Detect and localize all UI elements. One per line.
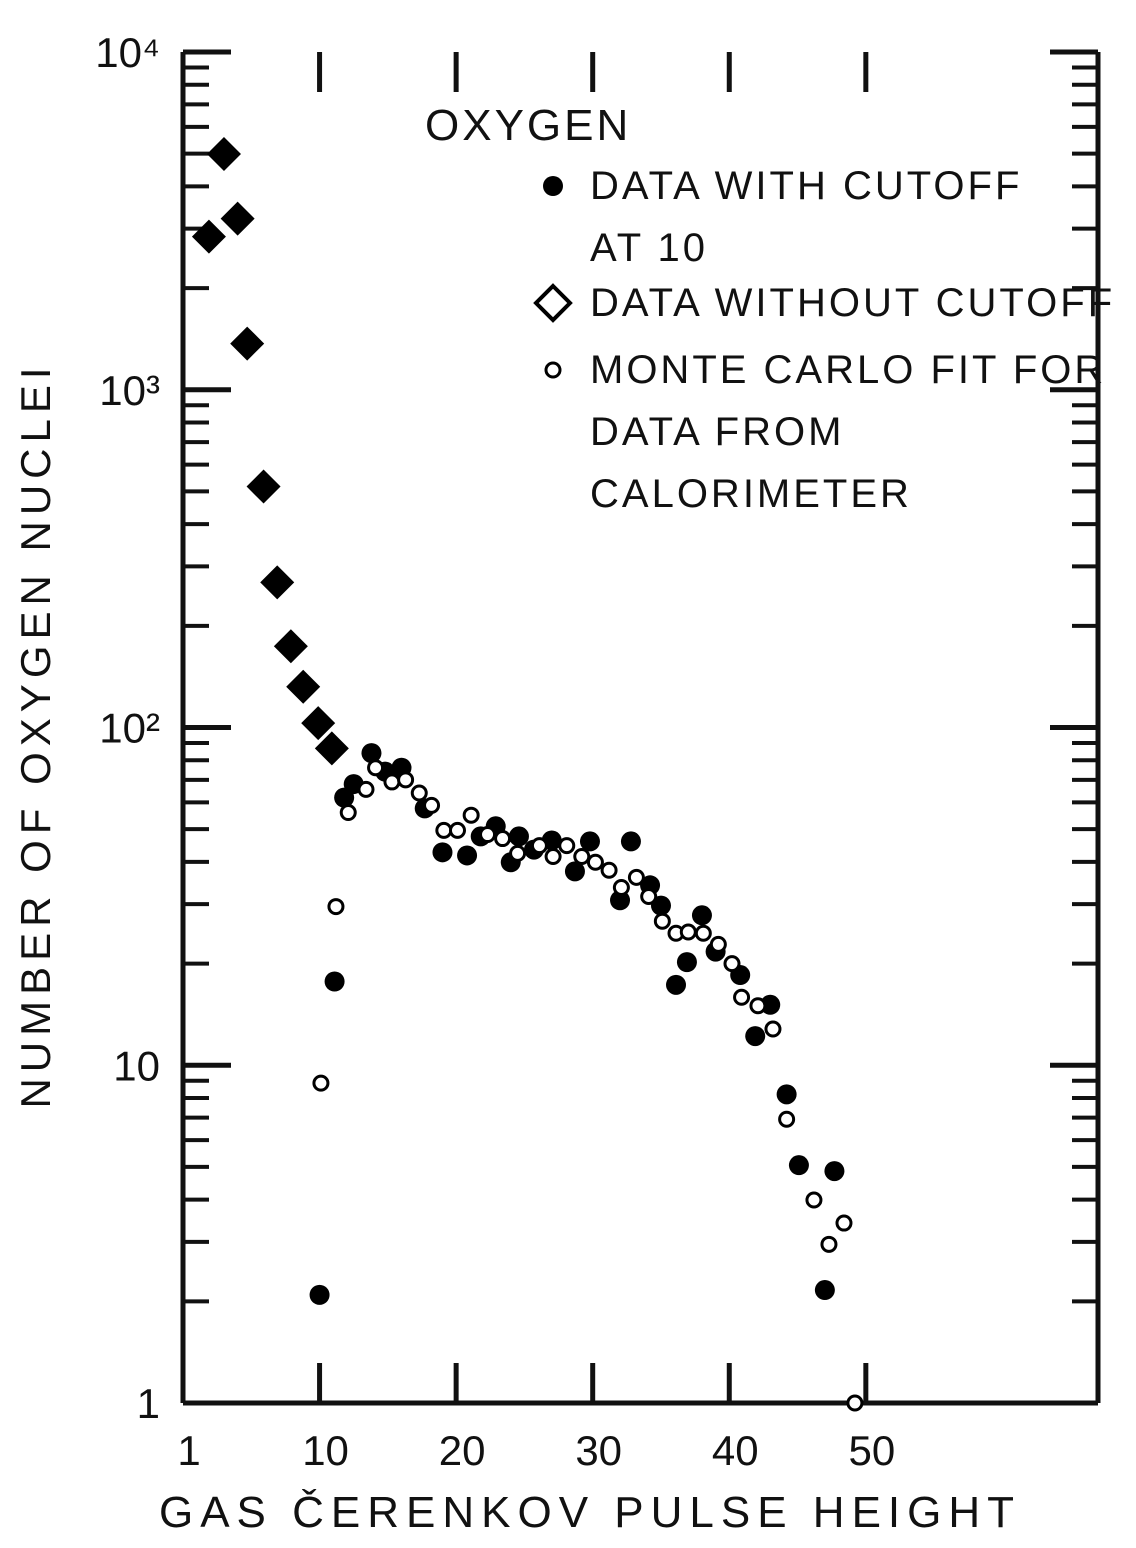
legend-marker	[544, 361, 562, 379]
data-point	[339, 804, 357, 822]
data-point	[462, 806, 480, 824]
data-point	[509, 844, 527, 862]
data-point	[301, 706, 336, 741]
data-point	[788, 1155, 809, 1176]
data-point	[383, 773, 401, 791]
data-point	[749, 997, 767, 1015]
data-point	[357, 780, 375, 798]
data-point	[494, 830, 512, 848]
data-point	[709, 935, 727, 953]
x-tick-label: 30	[575, 1427, 622, 1474]
data-point	[367, 759, 385, 777]
data-point	[312, 1074, 330, 1092]
y-tick-label: 10⁴	[95, 29, 160, 76]
y-axis-label: NUMBER OF OXYGEN NUCLEI	[12, 361, 59, 1108]
data-point	[410, 784, 428, 802]
data-point	[814, 1280, 835, 1301]
data-point	[612, 878, 630, 896]
data-point	[449, 821, 466, 839]
data-point	[579, 831, 600, 852]
data-point	[423, 796, 441, 814]
data-point	[260, 565, 295, 600]
data-point	[457, 845, 478, 866]
data-point	[479, 826, 497, 844]
data-point	[206, 136, 241, 171]
data-point	[691, 905, 712, 926]
data-point	[723, 955, 741, 973]
data-point	[564, 861, 585, 882]
data-point	[835, 1214, 853, 1232]
data-point	[286, 669, 321, 704]
data-point	[653, 912, 671, 930]
data-point	[191, 219, 226, 254]
y-tick-label: 10³	[99, 367, 160, 414]
data-point	[586, 853, 604, 871]
data-point	[230, 326, 265, 361]
data-point	[324, 971, 345, 992]
data-point	[627, 868, 645, 886]
data-point	[600, 861, 618, 879]
x-axis-label: GAS ČERENKOV PULSE HEIGHT	[159, 1487, 1021, 1537]
data-point	[508, 826, 529, 847]
data-point	[432, 842, 453, 863]
x-tick-label: 40	[712, 1427, 759, 1474]
data-point	[327, 898, 345, 916]
data-point	[620, 831, 641, 852]
data-point	[679, 923, 697, 941]
data-point	[361, 743, 382, 764]
data-point	[397, 771, 415, 789]
data-point	[846, 1394, 864, 1412]
legend-marker	[533, 283, 573, 323]
data-point	[309, 1284, 330, 1305]
data-point	[544, 848, 562, 866]
data-point	[220, 201, 255, 236]
legend-label: DATA WITHOUT CUTOFF	[590, 281, 1116, 325]
annotation: OXYGEN	[425, 101, 631, 150]
data-point	[733, 988, 751, 1006]
data-point	[776, 1084, 797, 1105]
data-point	[530, 837, 548, 855]
data-point	[805, 1191, 823, 1209]
y-tick-label: 1	[137, 1380, 160, 1427]
data-point	[314, 731, 349, 766]
data-point	[666, 974, 687, 995]
y-tick-label: 10²	[99, 705, 160, 752]
legend-label: MONTE CARLO FIT FOR DATA FROM CALORIMETE…	[590, 348, 1107, 516]
data-point	[764, 1020, 782, 1038]
data-point	[246, 469, 281, 504]
data-point	[558, 837, 576, 855]
data-point	[824, 1161, 845, 1182]
data-point	[435, 821, 453, 839]
data-point	[745, 1026, 766, 1047]
legend-label: DATA WITH CUTOFF AT 10	[590, 164, 1023, 270]
data-point	[610, 890, 631, 911]
y-tick-label: 10	[113, 1042, 160, 1089]
x-tick-label: 50	[848, 1427, 895, 1474]
data-point	[694, 924, 712, 942]
x-tick-label: 20	[439, 1427, 486, 1474]
data-point	[640, 887, 658, 905]
legend-marker	[543, 176, 563, 196]
data-point	[778, 1110, 796, 1128]
x-tick-label: 10	[302, 1427, 349, 1474]
data-point	[820, 1235, 838, 1253]
data-point	[676, 952, 697, 973]
data-point	[573, 848, 591, 866]
x-tick-label: 1	[177, 1427, 200, 1474]
data-point	[273, 629, 308, 664]
